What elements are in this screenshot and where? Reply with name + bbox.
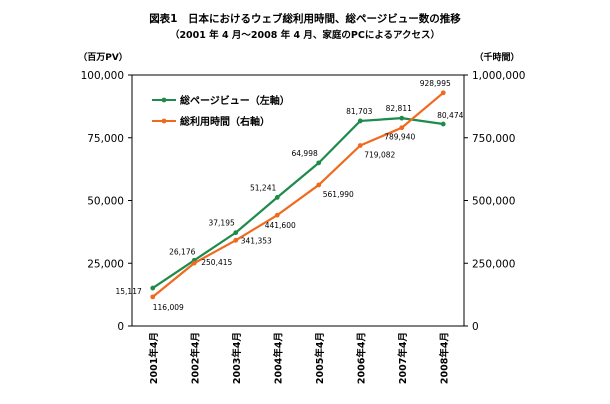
legend-marker-pageviews	[161, 97, 167, 103]
chart-subtitle: （2001 年 4 月～2008 年 4 月、家庭のPCによるアクセス）	[170, 29, 440, 41]
data-label-pageviews: 37,195	[209, 219, 235, 228]
x-tick-label: 2006年4月	[355, 332, 367, 384]
series-line-pageviews	[152, 117, 444, 289]
data-point-usage-time	[399, 125, 405, 131]
data-point-usage-time	[440, 90, 446, 96]
data-point-usage-time	[316, 182, 322, 188]
y-right-tick-label: 0	[472, 321, 479, 333]
data-point-usage-time	[150, 294, 156, 300]
data-label-usage-time: 441,600	[265, 221, 296, 230]
data-point-usage-time	[233, 237, 239, 243]
data-label-pageviews: 15,117	[116, 287, 142, 296]
y-left-axis: 0 25,000 50,000 75,000 100,000	[81, 70, 132, 333]
data-label-pageviews: 51,241	[250, 183, 276, 192]
x-axis: 2001年4月 2002年4月 2003年4月 2004年4月 2005年4月 2006年…	[148, 332, 451, 384]
y-left-tick-label: 75,000	[87, 133, 124, 145]
x-tick-label: 2003年4月	[231, 332, 243, 384]
data-label-pageviews: 80,474	[437, 111, 463, 120]
y-left-tick-label: 100,000	[81, 70, 124, 82]
data-point-pageviews	[440, 121, 446, 127]
data-point-usage-time	[357, 143, 363, 148]
data-label-pageviews: 64,998	[292, 149, 318, 158]
data-label-usage-time: 341,353	[241, 236, 272, 245]
legend: 総ページビュー（左軸） 総利用時間（右軸）	[152, 94, 290, 128]
y-right-tick-label: 1,000,000	[472, 70, 525, 82]
data-point-usage-time	[274, 212, 280, 218]
data-label-usage-time: 928,995	[420, 79, 451, 88]
data-label-pageviews: 26,176	[169, 247, 195, 256]
data-point-pageviews	[233, 230, 239, 236]
y-right-tick-label: 750,000	[472, 133, 515, 145]
x-tick-label: 2004年4月	[272, 332, 284, 384]
data-label-pageviews: 82,811	[386, 104, 412, 113]
y-right-axis: 0 250,000 500,000 750,000 1,000,000	[464, 70, 525, 333]
y-right-unit-label: （千時間）	[474, 51, 519, 63]
data-point-pageviews	[274, 194, 280, 200]
data-label-usage-time: 561,990	[323, 190, 354, 199]
data-point-pageviews	[150, 285, 156, 291]
chart-title: 図表1 日本におけるウェブ総利用時間、総ページビュー数の推移	[149, 12, 461, 25]
data-point-pageviews	[316, 160, 322, 166]
data-label-usage-time: 116,009	[153, 303, 184, 312]
series-line-usage-time	[152, 91, 444, 298]
data-labels: 15,117 26,176 37,195 51,241 64,998 81,703 82,8…	[116, 79, 464, 312]
x-tick-label: 2001年4月	[148, 332, 160, 384]
x-tick-label: 2005年4月	[314, 332, 326, 384]
y-left-tick-label: 0	[117, 321, 124, 333]
y-left-unit-label: （百万PV）	[78, 52, 128, 63]
y-left-tick-label: 50,000	[87, 196, 124, 208]
x-tick-label: 2007年4月	[397, 332, 409, 384]
legend-label-usage-time: 総利用時間（右軸）	[180, 115, 270, 128]
legend-label-pageviews: 総ページビュー（左軸）	[180, 94, 290, 107]
x-tick-label: 2008年4月	[438, 332, 450, 384]
y-right-tick-label: 500,000	[472, 196, 515, 208]
legend-item-pageviews: 総ページビュー（左軸）	[152, 94, 290, 107]
y-right-tick-label: 250,000	[472, 258, 515, 270]
data-point-pageviews	[357, 118, 363, 124]
legend-marker-usage-time	[161, 118, 167, 124]
y-left-tick-label: 25,000	[87, 258, 124, 270]
x-tick-label: 2002年4月	[189, 332, 201, 384]
data-label-pageviews: 81,703	[346, 107, 372, 116]
data-point-usage-time	[191, 260, 197, 266]
data-point-pageviews	[399, 115, 405, 121]
data-label-usage-time: 719,082	[364, 151, 395, 160]
data-label-usage-time: 789,940	[384, 133, 415, 142]
legend-item-usage-time: 総利用時間（右軸）	[152, 115, 270, 128]
series-layer	[150, 90, 446, 300]
data-label-usage-time: 250,415	[201, 258, 232, 267]
